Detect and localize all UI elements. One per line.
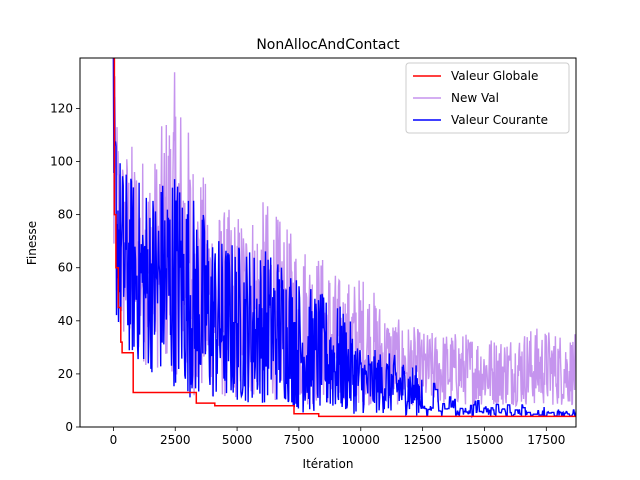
legend: Valeur Globale New Val Valeur Courante <box>405 62 570 134</box>
legend-label-2: Valeur Courante <box>451 113 548 127</box>
y-tick-label: 60 <box>58 261 73 275</box>
x-tick-label: 17500 <box>527 433 565 447</box>
legend-label-1: New Val <box>451 91 499 105</box>
x-tick-label: 7500 <box>284 433 315 447</box>
y-tick-label: 40 <box>58 314 73 328</box>
x-tick-label: 5000 <box>222 433 253 447</box>
legend-label-0: Valeur Globale <box>451 69 538 83</box>
series-line-2 <box>112 58 576 419</box>
y-tick-label: 100 <box>50 155 73 169</box>
y-axis: 0 20 40 60 80 100 120 <box>50 101 80 434</box>
chart-title: NonAllocAndContact <box>256 37 400 53</box>
y-tick-label: 0 <box>65 420 73 434</box>
y-axis-label: Finesse <box>25 221 39 265</box>
plot-frame <box>79 57 577 428</box>
x-tick-label: 0 <box>110 433 118 447</box>
series-layer <box>112 58 576 419</box>
series-line-0 <box>113 58 576 418</box>
x-tick-label: 15000 <box>465 433 503 447</box>
x-tick-label: 12500 <box>404 433 442 447</box>
x-axis: 0 2500 5000 7500 10000 12500 15000 17500 <box>110 427 565 447</box>
y-tick-label: 20 <box>58 367 73 381</box>
legend-frame <box>405 62 570 134</box>
y-tick-label: 80 <box>58 208 73 222</box>
x-tick-label: 2500 <box>160 433 191 447</box>
x-tick-label: 10000 <box>342 433 380 447</box>
y-tick-label: 120 <box>50 101 73 115</box>
series-line-1 <box>112 58 576 408</box>
x-axis-label: Itération <box>303 457 354 471</box>
